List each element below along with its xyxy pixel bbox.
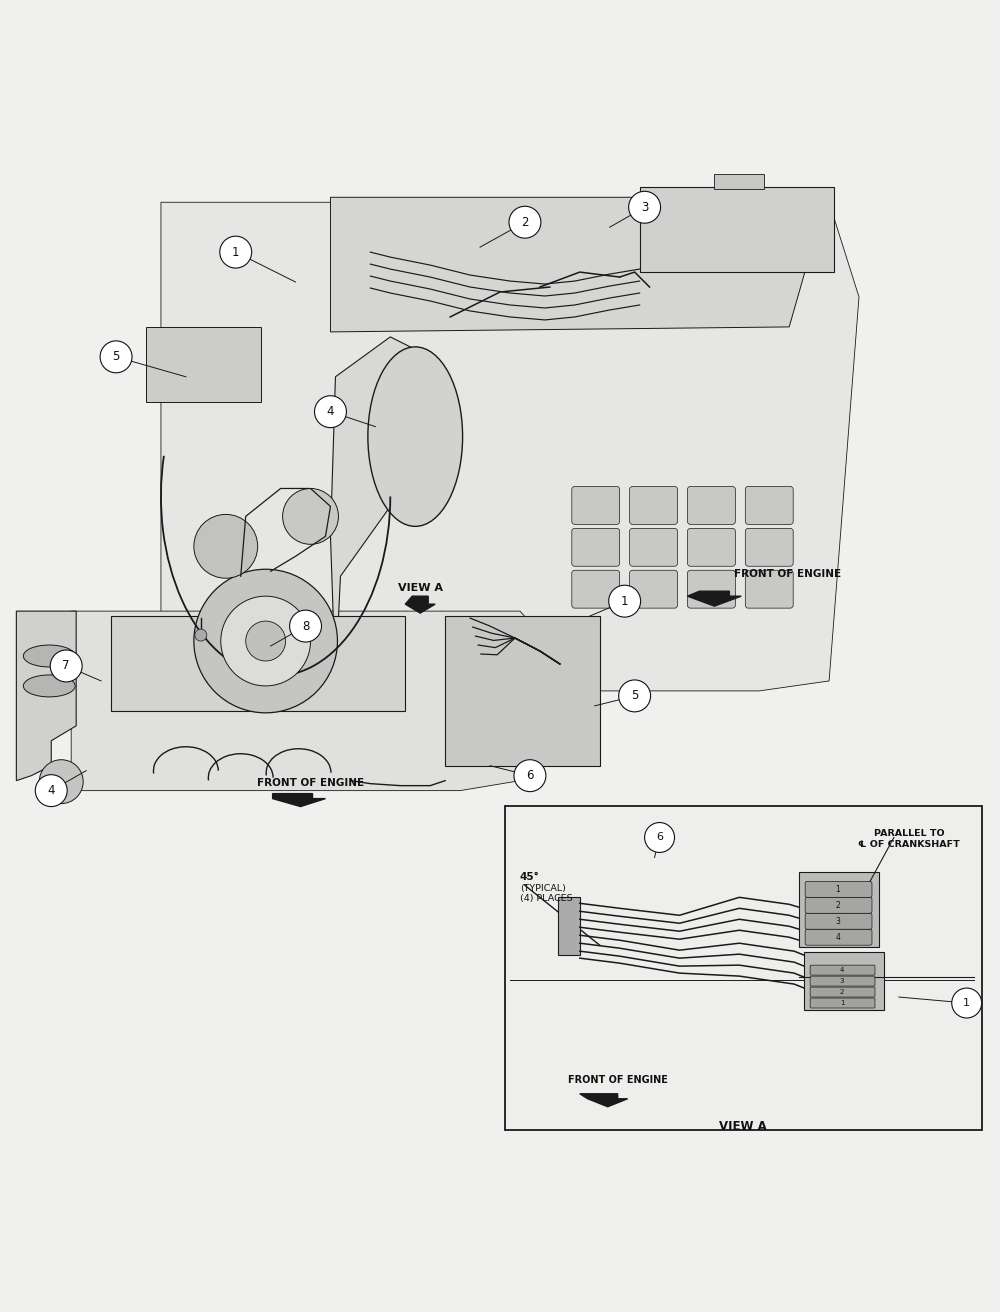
FancyBboxPatch shape: [810, 976, 875, 987]
Text: 2: 2: [840, 989, 844, 994]
FancyBboxPatch shape: [805, 882, 872, 897]
Circle shape: [220, 236, 252, 268]
FancyBboxPatch shape: [630, 487, 678, 525]
Circle shape: [39, 760, 83, 803]
FancyBboxPatch shape: [804, 953, 884, 1010]
Text: 3: 3: [641, 201, 648, 214]
Circle shape: [194, 514, 258, 579]
Text: 1: 1: [963, 998, 970, 1008]
FancyBboxPatch shape: [640, 188, 834, 272]
Circle shape: [645, 823, 675, 853]
Circle shape: [35, 774, 67, 807]
Text: 1: 1: [836, 884, 840, 893]
Polygon shape: [580, 1094, 628, 1107]
FancyBboxPatch shape: [805, 897, 872, 913]
Text: FRONT OF ENGINE: FRONT OF ENGINE: [257, 778, 364, 787]
Circle shape: [221, 596, 311, 686]
Text: VIEW A: VIEW A: [398, 584, 443, 593]
Polygon shape: [16, 611, 76, 781]
Polygon shape: [273, 794, 325, 807]
FancyBboxPatch shape: [572, 571, 620, 609]
Text: (4) PLACES: (4) PLACES: [520, 893, 573, 903]
Text: 45°: 45°: [520, 872, 540, 883]
Circle shape: [315, 396, 346, 428]
Text: 1: 1: [232, 245, 239, 258]
Circle shape: [629, 192, 661, 223]
Text: 1: 1: [621, 594, 628, 607]
Circle shape: [100, 341, 132, 373]
FancyBboxPatch shape: [146, 327, 261, 401]
FancyBboxPatch shape: [745, 529, 793, 567]
Text: 7: 7: [62, 660, 70, 673]
Text: 3: 3: [840, 977, 844, 984]
Text: 6: 6: [656, 833, 663, 842]
Text: FRONT OF ENGINE: FRONT OF ENGINE: [568, 1075, 668, 1085]
Circle shape: [194, 569, 337, 712]
Text: 1: 1: [840, 1000, 844, 1006]
FancyBboxPatch shape: [445, 617, 600, 766]
Text: 5: 5: [631, 689, 638, 702]
FancyBboxPatch shape: [805, 913, 872, 929]
FancyBboxPatch shape: [687, 529, 735, 567]
FancyBboxPatch shape: [630, 529, 678, 567]
Text: 6: 6: [526, 769, 534, 782]
Circle shape: [290, 610, 321, 642]
Text: 2: 2: [836, 901, 840, 909]
Text: ℄ OF CRANKSHAFT: ℄ OF CRANKSHAFT: [858, 840, 960, 849]
FancyBboxPatch shape: [558, 897, 580, 955]
FancyBboxPatch shape: [805, 929, 872, 945]
Text: (TYPICAL): (TYPICAL): [520, 884, 566, 893]
Circle shape: [952, 988, 982, 1018]
Polygon shape: [405, 596, 435, 613]
Circle shape: [619, 680, 651, 712]
Ellipse shape: [23, 646, 75, 666]
Text: 4: 4: [840, 967, 844, 974]
Circle shape: [50, 649, 82, 682]
FancyBboxPatch shape: [810, 987, 875, 997]
FancyBboxPatch shape: [745, 487, 793, 525]
FancyBboxPatch shape: [714, 174, 764, 189]
Circle shape: [283, 488, 338, 544]
Text: VIEW A: VIEW A: [719, 1120, 767, 1134]
Text: 5: 5: [112, 350, 120, 363]
Ellipse shape: [23, 674, 75, 697]
Circle shape: [195, 628, 207, 642]
FancyBboxPatch shape: [745, 571, 793, 609]
Polygon shape: [41, 611, 570, 791]
Circle shape: [509, 206, 541, 239]
FancyBboxPatch shape: [810, 966, 875, 975]
FancyBboxPatch shape: [630, 571, 678, 609]
Circle shape: [514, 760, 546, 791]
Polygon shape: [330, 337, 430, 681]
FancyBboxPatch shape: [799, 872, 879, 947]
Text: 2: 2: [521, 215, 529, 228]
Circle shape: [246, 621, 286, 661]
Text: 8: 8: [302, 619, 309, 632]
FancyBboxPatch shape: [687, 571, 735, 609]
FancyBboxPatch shape: [505, 806, 982, 1130]
Polygon shape: [330, 197, 809, 332]
Text: 4: 4: [48, 785, 55, 798]
FancyBboxPatch shape: [111, 617, 405, 711]
FancyBboxPatch shape: [572, 487, 620, 525]
Text: FRONT OF ENGINE: FRONT OF ENGINE: [734, 569, 841, 579]
Text: PARALLEL TO: PARALLEL TO: [874, 829, 944, 838]
Text: 3: 3: [836, 917, 840, 926]
FancyBboxPatch shape: [810, 998, 875, 1008]
FancyBboxPatch shape: [572, 529, 620, 567]
Text: 4: 4: [836, 933, 840, 942]
FancyBboxPatch shape: [687, 487, 735, 525]
Polygon shape: [131, 202, 859, 691]
Circle shape: [609, 585, 641, 617]
Polygon shape: [687, 592, 741, 606]
Text: 4: 4: [327, 405, 334, 419]
Ellipse shape: [368, 346, 463, 526]
